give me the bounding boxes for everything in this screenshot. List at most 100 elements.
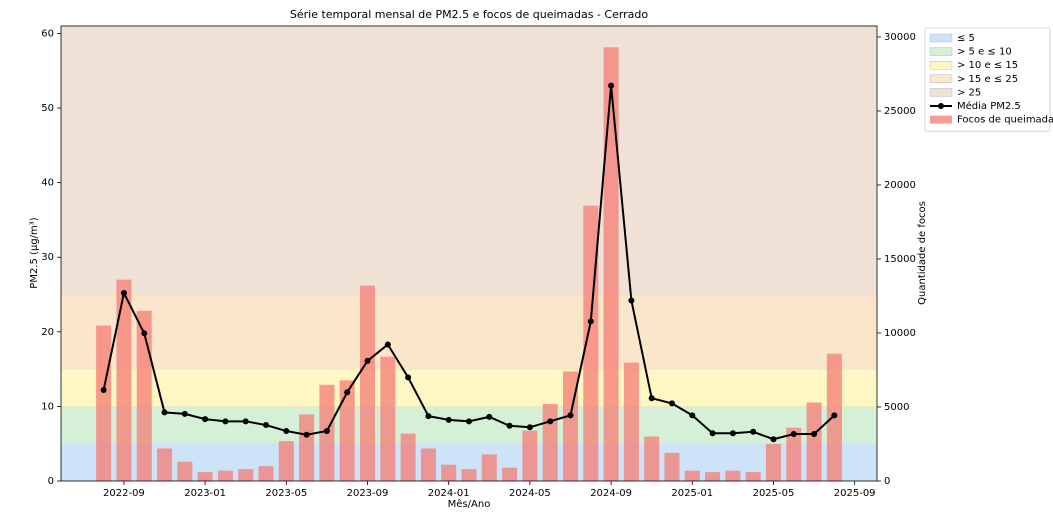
y-tick-label: 10 <box>41 401 54 412</box>
line-point <box>181 410 188 417</box>
line-point <box>648 395 655 402</box>
bar <box>197 472 213 481</box>
bar <box>542 404 558 481</box>
line-point <box>608 82 615 89</box>
y-tick-label: 0 <box>48 476 54 487</box>
line-point <box>161 409 168 416</box>
legend-box <box>924 27 1051 132</box>
legend-label: Média PM2.5 <box>957 100 1021 112</box>
line-point <box>547 418 554 425</box>
y2-tick-label: 10000 <box>884 328 916 339</box>
bar <box>481 454 497 481</box>
x-tick-label: 2025-01 <box>671 488 713 499</box>
x-tick-label: 2023-09 <box>347 488 389 499</box>
x-tick-label: 2023-01 <box>184 488 226 499</box>
legend-label: > 15 e ≤ 25 <box>957 74 1018 85</box>
bar <box>644 436 660 481</box>
threshold-band <box>61 406 877 444</box>
y2-tick-label: 5000 <box>884 402 909 413</box>
y2-tick-label: 0 <box>884 476 890 487</box>
bar <box>725 470 741 481</box>
bar <box>238 469 254 481</box>
bar <box>705 472 721 481</box>
line-point <box>811 431 818 438</box>
legend-label: > 10 e ≤ 15 <box>957 60 1018 71</box>
y2-tick-label: 30000 <box>884 32 916 43</box>
bar <box>502 467 518 481</box>
x-tick-label: 2024-09 <box>590 488 632 499</box>
line-point <box>405 374 412 381</box>
y2-tick-label: 20000 <box>884 180 916 191</box>
legend-swatch <box>929 74 953 84</box>
legend-label: > 5 e ≤ 10 <box>957 47 1012 58</box>
threshold-band <box>61 369 877 407</box>
line-point <box>303 431 310 438</box>
bar <box>400 433 416 481</box>
line-point <box>222 418 229 425</box>
x-tick-label: 2024-05 <box>509 488 551 499</box>
bar <box>157 448 173 481</box>
x-tick-label: 2025-09 <box>834 488 876 499</box>
legend-swatch <box>929 33 953 43</box>
bar <box>623 362 639 481</box>
y-tick-label: 40 <box>41 178 54 189</box>
line-point <box>466 418 472 425</box>
y-axis-label: PM2.5 (µg/m³) <box>29 217 40 288</box>
legend-label: Focos de queimadas <box>957 115 1053 126</box>
bar <box>359 285 376 481</box>
y2-tick-label: 25000 <box>884 106 916 117</box>
line-point <box>263 422 270 429</box>
y2-axis-label: Quantidade de focos <box>917 201 928 305</box>
bar <box>441 464 457 481</box>
y-tick-label: 20 <box>41 327 54 338</box>
bar <box>258 466 274 481</box>
line-point <box>668 400 675 407</box>
bar <box>806 402 822 481</box>
bar <box>278 441 294 481</box>
legend-swatch <box>929 47 953 56</box>
bar <box>339 380 355 481</box>
x-tick-label: 2023-05 <box>265 488 307 499</box>
line-point <box>526 424 533 431</box>
x-tick-label: 2022-09 <box>103 488 145 499</box>
line-point <box>141 330 148 337</box>
line-point <box>729 430 736 437</box>
bar <box>420 448 436 481</box>
line-point <box>445 416 452 423</box>
line-point <box>567 412 574 419</box>
line-point <box>202 416 209 423</box>
bar <box>745 472 761 481</box>
y-tick-label: 30 <box>41 252 54 263</box>
chart-title: Série temporal mensal de PM2.5 e focos d… <box>290 8 649 21</box>
threshold-band <box>61 294 877 370</box>
line-point <box>689 412 696 419</box>
bar <box>664 452 680 481</box>
line-point <box>506 422 513 429</box>
x-axis-label: Mês/Ano <box>448 498 491 510</box>
y2-tick-label: 15000 <box>884 254 916 265</box>
bar <box>684 470 700 481</box>
line-point <box>100 387 107 393</box>
y-tick-label: 60 <box>41 28 54 39</box>
legend-swatch <box>938 103 944 109</box>
line-point <box>831 412 838 419</box>
line-point <box>750 428 757 435</box>
line-point <box>364 357 371 364</box>
x-tick-label: 2024-01 <box>428 488 470 499</box>
line-point <box>790 431 797 438</box>
bar <box>217 470 233 481</box>
x-tick-label: 2025-05 <box>753 488 795 499</box>
plot-frame <box>60 25 878 482</box>
bar <box>461 469 477 481</box>
bar <box>786 427 802 481</box>
legend-label: ≤ 5 <box>957 33 975 44</box>
bar <box>603 47 619 482</box>
line-point <box>486 413 493 420</box>
bar <box>96 325 112 481</box>
line-point <box>384 341 391 348</box>
line-point <box>323 428 330 435</box>
legend-swatch <box>930 115 952 124</box>
line-point <box>628 297 635 304</box>
line-point <box>770 436 777 443</box>
line-point <box>344 389 351 396</box>
